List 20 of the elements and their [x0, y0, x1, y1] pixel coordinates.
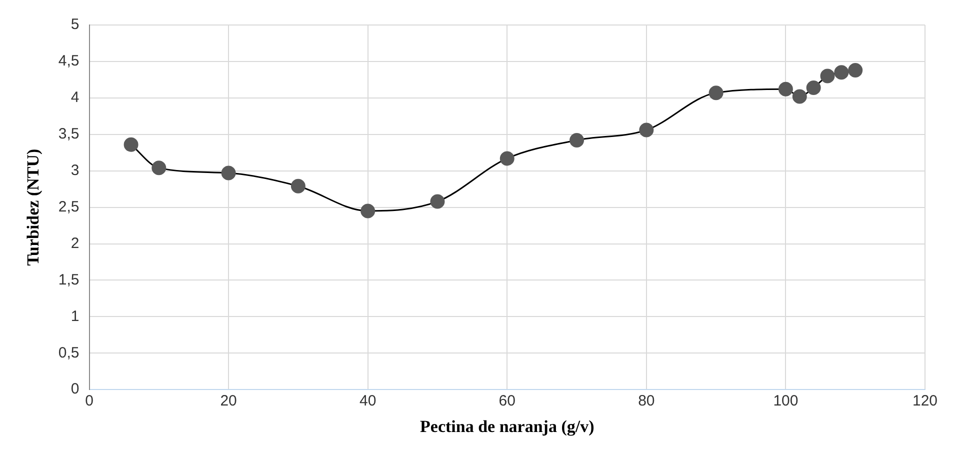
y-tick-label: 2,5	[58, 198, 80, 216]
x-tick-label: 100	[773, 392, 798, 410]
y-tick-label: 5	[70, 16, 80, 34]
x-tick-label: 120	[912, 392, 938, 410]
x-tick-label: 0	[85, 392, 94, 410]
y-tick-label: 2	[70, 234, 80, 252]
x-tick-label: 40	[359, 392, 376, 410]
y-axis-title: Turbidez (NTU)	[24, 148, 43, 266]
x-axis-title: Pectina de naranja (g/v)	[420, 417, 594, 436]
y-tick-label: 3,5	[58, 126, 80, 143]
x-tick-label: 20	[220, 392, 237, 410]
x-tick-label: 60	[498, 392, 516, 410]
y-tick-label: 0	[70, 380, 80, 398]
x-tick-label: 80	[638, 392, 655, 410]
y-tick-label: 4	[70, 89, 80, 106]
y-tick-label: 3	[70, 162, 80, 179]
y-tick-label: 1	[70, 308, 80, 325]
y-tick-label: 0,5	[58, 344, 80, 362]
y-tick-label: 4,5	[58, 52, 80, 70]
y-tick-label: 1,5	[58, 271, 80, 288]
